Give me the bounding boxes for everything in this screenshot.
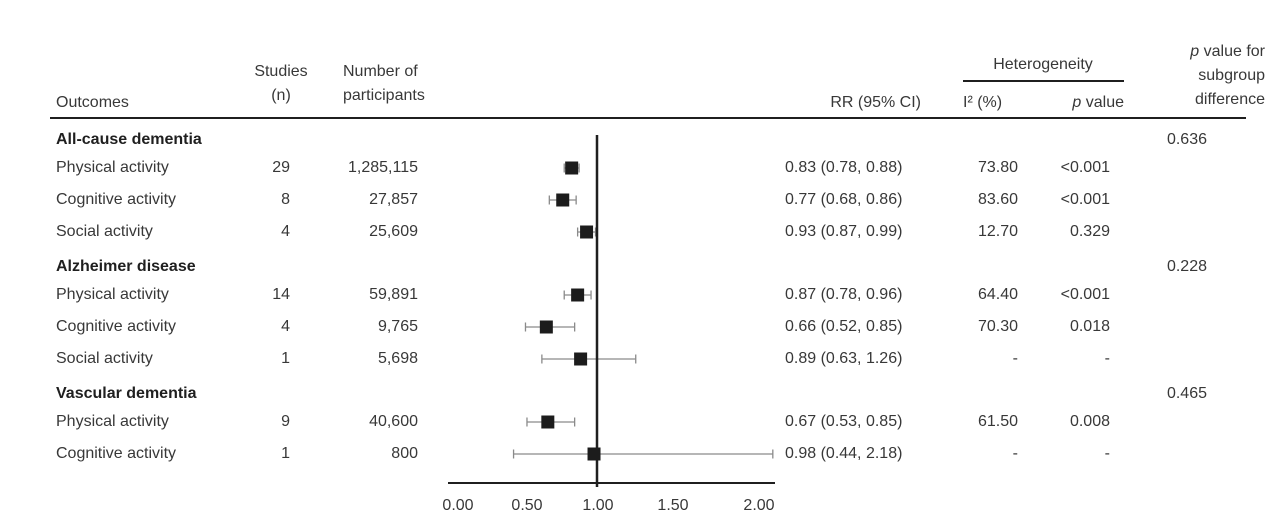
studies-count: 1 [281, 350, 290, 367]
group-header-label: All-cause dementia [56, 131, 202, 148]
i2-value: 70.30 [977, 318, 1018, 335]
column-header-outcomes: Outcomes [56, 94, 129, 111]
group-header-label: Vascular dementia [56, 385, 197, 402]
header-underline [50, 117, 1246, 119]
subgroup-p-value: 0.636 [1166, 131, 1207, 148]
studies-count: 1 [281, 445, 290, 462]
x-axis-tick-label: 1.50 [657, 497, 688, 514]
outcome-label: Social activity [56, 223, 153, 240]
heterogeneity-p-value: - [1104, 445, 1110, 462]
rr-point-marker [556, 193, 570, 207]
studies-count: 4 [281, 223, 290, 240]
rr-point-marker [571, 288, 585, 302]
studies-count: 8 [281, 191, 290, 208]
rr-ci-text: 0.87 (0.78, 0.96) [785, 286, 903, 303]
rr-point-marker [565, 161, 579, 175]
participants-count: 27,857 [369, 191, 418, 208]
outcome-label: Physical activity [56, 159, 169, 176]
column-header-i2: I² (%) [963, 94, 1003, 111]
rr-ci-text: 0.66 (0.52, 0.85) [785, 318, 903, 335]
studies-count: 14 [272, 286, 290, 303]
i2-value: - [1012, 445, 1018, 462]
x-axis-tick-label: 0.50 [511, 497, 542, 514]
outcome-label: Social activity [56, 350, 153, 367]
rr-ci-text: 0.77 (0.68, 0.86) [785, 191, 903, 208]
outcome-label: Cognitive activity [56, 445, 177, 462]
i2-value: - [1012, 350, 1018, 367]
rr-ci-text: 0.98 (0.44, 2.18) [785, 445, 903, 462]
outcome-label: Cognitive activity [56, 318, 177, 335]
i2-value: 64.40 [977, 286, 1018, 303]
column-header-studies: Studies (n) [254, 63, 308, 104]
group-header-label: Alzheimer disease [56, 258, 196, 275]
rr-ci-text: 0.89 (0.63, 1.26) [785, 350, 903, 367]
i2-value: 73.80 [977, 159, 1018, 176]
subgroup-p-value: 0.228 [1166, 258, 1207, 275]
rr-point-marker [574, 352, 588, 366]
outcome-label: Physical activity [56, 286, 169, 303]
column-header-subgroup-p: p value for subgroup difference [1190, 43, 1265, 108]
column-header-p-value: p value [1072, 94, 1124, 111]
rr-ci-text: 0.93 (0.87, 0.99) [785, 223, 903, 240]
outcome-label: Cognitive activity [56, 191, 177, 208]
x-axis-tick-label: 1.00 [582, 497, 613, 514]
heterogeneity-p-value: <0.001 [1060, 286, 1110, 303]
heterogeneity-p-value: - [1104, 350, 1110, 367]
heterogeneity-p-value: 0.018 [1069, 318, 1110, 335]
heterogeneity-underline [963, 80, 1124, 82]
studies-count: 9 [281, 413, 290, 430]
participants-count: 25,609 [369, 223, 418, 240]
column-header-rr: RR (95% CI) [830, 94, 921, 111]
rr-ci-text: 0.83 (0.78, 0.88) [785, 159, 903, 176]
i2-value: 12.70 [977, 223, 1018, 240]
studies-count: 29 [272, 159, 290, 176]
i2-value: 83.60 [977, 191, 1018, 208]
column-header-heterogeneity: Heterogeneity [993, 56, 1093, 73]
x-axis-tick-label: 0.00 [442, 497, 473, 514]
subgroup-p-value: 0.465 [1166, 385, 1207, 402]
heterogeneity-p-value: 0.008 [1069, 413, 1110, 430]
rr-point-marker [580, 225, 594, 239]
participants-count: 40,600 [369, 413, 418, 430]
rr-point-marker [539, 320, 553, 334]
heterogeneity-p-value: 0.329 [1069, 223, 1110, 240]
participants-count: 5,698 [377, 350, 418, 367]
participants-count: 59,891 [369, 286, 418, 303]
heterogeneity-p-value: <0.001 [1060, 191, 1110, 208]
rr-ci-text: 0.67 (0.53, 0.85) [785, 413, 903, 430]
participants-count: 800 [391, 445, 418, 462]
rr-point-marker [541, 415, 555, 429]
participants-count: 1,285,115 [348, 159, 418, 176]
column-header-participants: Number of participants [343, 63, 425, 104]
x-axis-tick-label: 2.00 [743, 497, 774, 514]
outcome-label: Physical activity [56, 413, 169, 430]
participants-count: 9,765 [377, 318, 418, 335]
rr-point-marker [587, 447, 601, 461]
studies-count: 4 [281, 318, 290, 335]
i2-value: 61.50 [977, 413, 1018, 430]
heterogeneity-p-value: <0.001 [1060, 159, 1110, 176]
